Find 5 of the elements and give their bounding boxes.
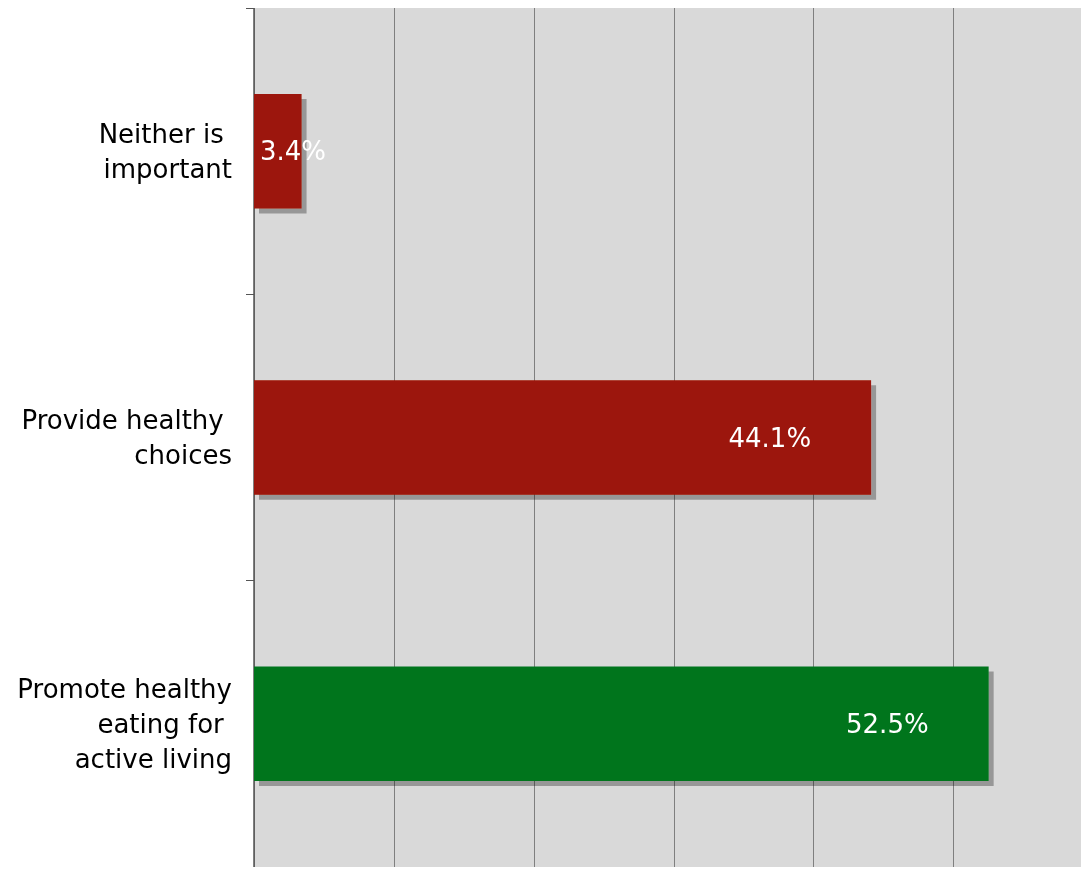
data-label: 52.5% <box>846 708 929 739</box>
y-tick-label: Promote healthy eating for active living <box>17 673 232 774</box>
data-label: 44.1% <box>728 422 812 453</box>
y-tick-label: Provide healthy choices <box>21 405 232 470</box>
y-tick-label: Neither is important <box>98 118 232 184</box>
